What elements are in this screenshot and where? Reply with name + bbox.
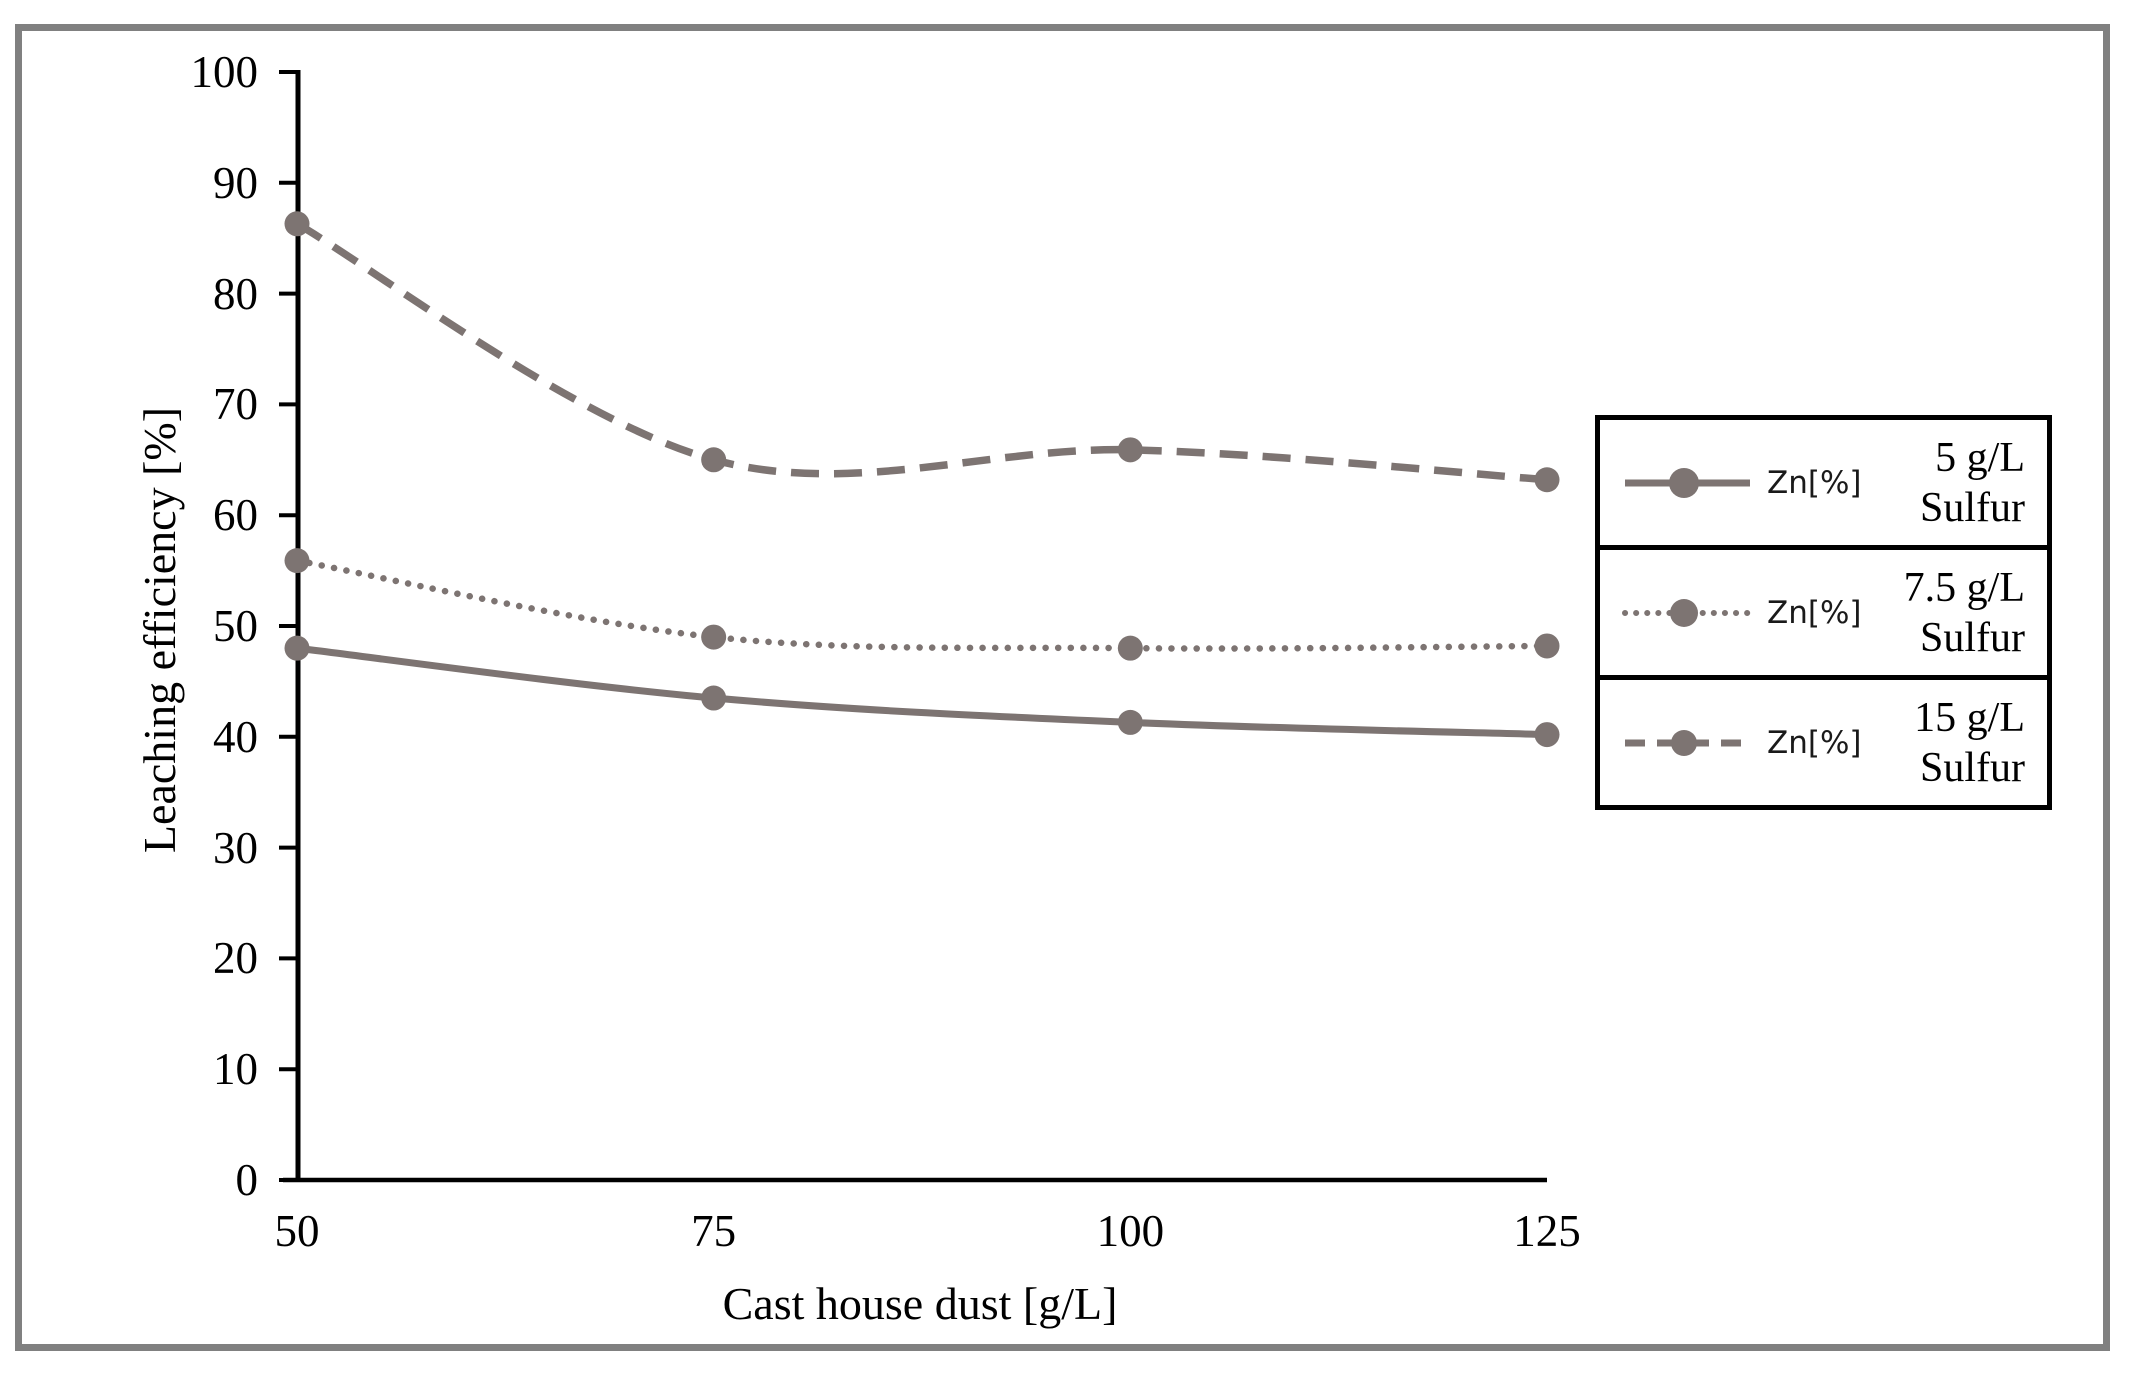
y-tick-marks [279, 70, 298, 1182]
y-tick-label: 30 [213, 822, 258, 873]
series-line-dotted [293, 557, 1551, 652]
y-tick-label: 70 [213, 379, 258, 430]
data-point-marker [701, 624, 727, 650]
x-axis-title: Cast house dust [g/L] [722, 1278, 1118, 1329]
dashed-line-sample-icon [1625, 729, 1750, 756]
y-tick-label: 0 [235, 1155, 259, 1205]
x-tick-label: 50 [274, 1206, 320, 1256]
legend-item-15gl-sulfur: Zn[%] 15 g/L Sulfur [1600, 680, 2047, 805]
x-tick-label: 125 [1513, 1206, 1581, 1256]
y-tick-label: 40 [213, 711, 258, 762]
y-tick-label: 60 [213, 490, 258, 541]
data-point-marker [1117, 635, 1143, 661]
x-tick-label: 75 [691, 1206, 737, 1256]
data-point-marker [1534, 633, 1560, 659]
data-point-marker [1534, 467, 1560, 493]
series-markers-solid [284, 635, 1560, 748]
y-axis-title: Leaching efficiency [%] [134, 406, 185, 854]
data-point-marker [284, 548, 310, 574]
legend-entry-line1: 15 g/L [1914, 694, 2025, 741]
series-markers-dashed [284, 211, 1560, 493]
legend-item-5gl-sulfur: Zn[%] 5 g/L Sulfur [1600, 420, 2047, 550]
y-tick-label: 80 [213, 268, 258, 319]
legend-series-label: Zn[%] [1767, 464, 1862, 501]
y-tick-label: 50 [213, 601, 258, 651]
data-point-marker [284, 635, 310, 661]
dotted-line-sample-icon [1622, 598, 1753, 627]
y-tick-label: 20 [213, 933, 258, 984]
series-line-dashed [295, 220, 1548, 484]
data-point-marker [1534, 722, 1560, 748]
data-point-marker [701, 447, 727, 473]
y-tick-label: 10 [213, 1044, 258, 1095]
legend-entry-line2: Sulfur [1920, 614, 2025, 661]
legend-entry-text: 7.5 g/L Sulfur [1904, 563, 2047, 663]
solid-line-sample-icon [1625, 467, 1750, 498]
legend-entry-text: 15 g/L Sulfur [1914, 693, 2047, 793]
y-tick-label: 100 [190, 47, 259, 97]
legend-entry-line2: Sulfur [1920, 744, 2025, 791]
legend-entry-line1: 7.5 g/L [1903, 564, 2025, 611]
series-line-solid [296, 644, 1548, 739]
legend-entry-line2: Sulfur [1920, 484, 2025, 531]
data-point-marker [284, 211, 310, 237]
legend-entry-text: 5 g/L Sulfur [1920, 433, 2047, 533]
x-tick-label: 100 [1096, 1206, 1165, 1256]
series-markers-dotted [284, 548, 1560, 661]
data-point-marker [701, 685, 727, 711]
data-point-marker [1117, 437, 1143, 463]
figure-border [15, 24, 2110, 1351]
legend-entry-line1: 5 g/L [1935, 434, 2025, 481]
legend-item-7-5gl-sulfur: Zn[%] 7.5 g/L Sulfur [1600, 550, 2047, 680]
legend: Zn[%] 5 g/L Sulfur Zn[%] 7.5 g/L Sulfur … [1595, 415, 2052, 810]
data-point-marker [1117, 709, 1143, 735]
y-tick-label: 90 [213, 157, 258, 208]
legend-series-label: Zn[%] [1767, 594, 1862, 631]
legend-series-label: Zn[%] [1767, 724, 1862, 761]
